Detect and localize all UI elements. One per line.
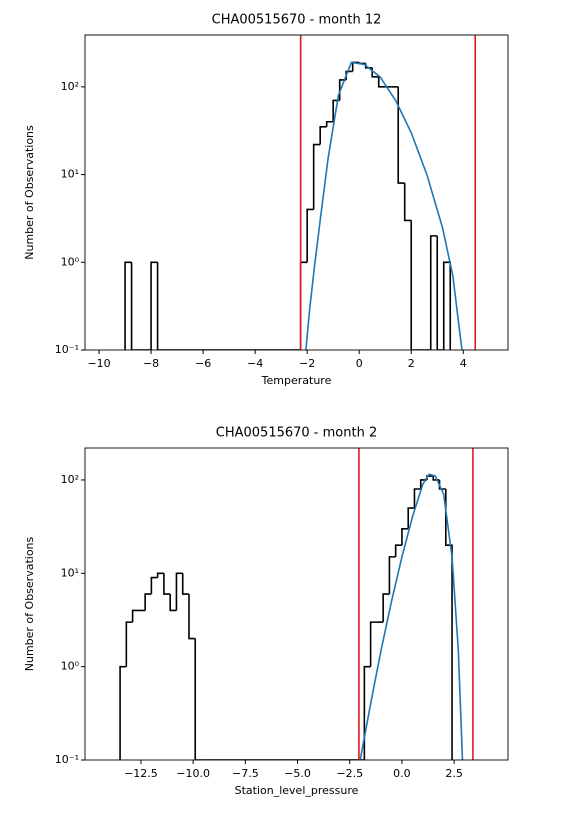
- histogram-bin: [130, 262, 139, 350]
- y-axis-label: Number of Observations: [23, 536, 36, 671]
- x-tick-label: −4: [247, 357, 263, 370]
- histogram-bin: [325, 120, 334, 127]
- x-axis-label: Station_level_pressure: [235, 784, 359, 797]
- histogram-bin: [369, 621, 377, 667]
- y-tick-label: 10²: [61, 473, 79, 486]
- histogram-bin: [394, 544, 402, 557]
- x-tick-label: −10.0: [176, 767, 210, 780]
- plot-area: [119, 448, 474, 760]
- y-tick-label: 10⁰: [61, 255, 80, 268]
- y-tick-label: 10¹: [61, 168, 79, 181]
- y-tick-label: 10⁻¹: [55, 343, 79, 356]
- histogram-bin: [319, 126, 327, 145]
- histogram-bin: [124, 261, 132, 350]
- y-axis-label: Number of Observations: [23, 125, 36, 260]
- histogram-bin: [125, 621, 133, 667]
- y-tick-label: 10²: [61, 80, 79, 93]
- histogram-bin: [131, 609, 139, 623]
- fit-curve: [359, 473, 464, 760]
- histogram-bin: [156, 572, 164, 578]
- histogram-bin: [306, 208, 314, 263]
- x-tick-label: −2: [299, 357, 315, 370]
- histogram-bin: [181, 573, 189, 595]
- x-tick-label: 4: [460, 357, 467, 370]
- histogram-bin: [144, 593, 152, 611]
- axes-frame: [84, 34, 509, 351]
- x-tick-label: −5.0: [284, 767, 311, 780]
- histogram-bin: [410, 220, 418, 350]
- histogram-bin: [442, 261, 452, 350]
- x-tick-label: −2.5: [336, 767, 363, 780]
- x-tick-label: 2: [408, 357, 415, 370]
- fit-curve: [305, 61, 463, 350]
- histogram-bin: [444, 489, 453, 760]
- x-tick-label: 2.5: [445, 767, 463, 780]
- histogram-bin: [382, 593, 390, 623]
- histogram-bin: [194, 638, 202, 760]
- histogram-bin: [299, 261, 308, 350]
- histogram-bin: [150, 576, 158, 595]
- chart-title: CHA00515670 - month 2: [216, 426, 377, 441]
- histogram-bin: [429, 235, 438, 350]
- histogram-bin: [438, 479, 446, 490]
- histogram-bin: [388, 556, 396, 595]
- histogram-bin: [150, 261, 158, 350]
- histogram-bin: [413, 488, 421, 509]
- y-tick-label: 10⁻¹: [55, 753, 79, 766]
- axes-frame: [84, 447, 509, 761]
- histogram-bin: [407, 507, 415, 529]
- x-tick-label: −10: [87, 357, 110, 370]
- histogram-bin: [403, 183, 412, 222]
- x-tick-label: −8: [143, 357, 159, 370]
- histogram-bin: [312, 143, 321, 210]
- y-tick-label: 10¹: [61, 566, 79, 579]
- x-tick-label: −6: [195, 357, 211, 370]
- histogram-bin: [119, 665, 127, 760]
- histogram-bin: [188, 594, 196, 640]
- chart-title: CHA00515670 - month 12: [212, 13, 382, 28]
- x-tick-label: −12.5: [124, 767, 158, 780]
- chart: CHA00515670 - month 12 Temperature Number …: [23, 13, 509, 387]
- histogram-bin: [377, 76, 386, 88]
- histogram-bin: [397, 86, 405, 184]
- x-tick-label: 0: [356, 357, 363, 370]
- histogram-bin: [163, 573, 171, 595]
- x-tick-label: −7.5: [232, 767, 259, 780]
- histogram-bin: [401, 527, 409, 546]
- chart: CHA00515670 - month 2 Station_level_press…: [23, 426, 509, 797]
- histogram-bin: [363, 665, 371, 760]
- x-axis-label: Temperature: [261, 374, 332, 387]
- histogram-bin: [175, 572, 183, 611]
- histogram-bin: [156, 262, 165, 350]
- y-tick-label: 10⁰: [61, 660, 80, 673]
- plot-area: [124, 35, 477, 350]
- x-tick-label: 0.0: [393, 767, 411, 780]
- histogram-bin: [169, 594, 177, 612]
- histogram-bin: [436, 235, 444, 350]
